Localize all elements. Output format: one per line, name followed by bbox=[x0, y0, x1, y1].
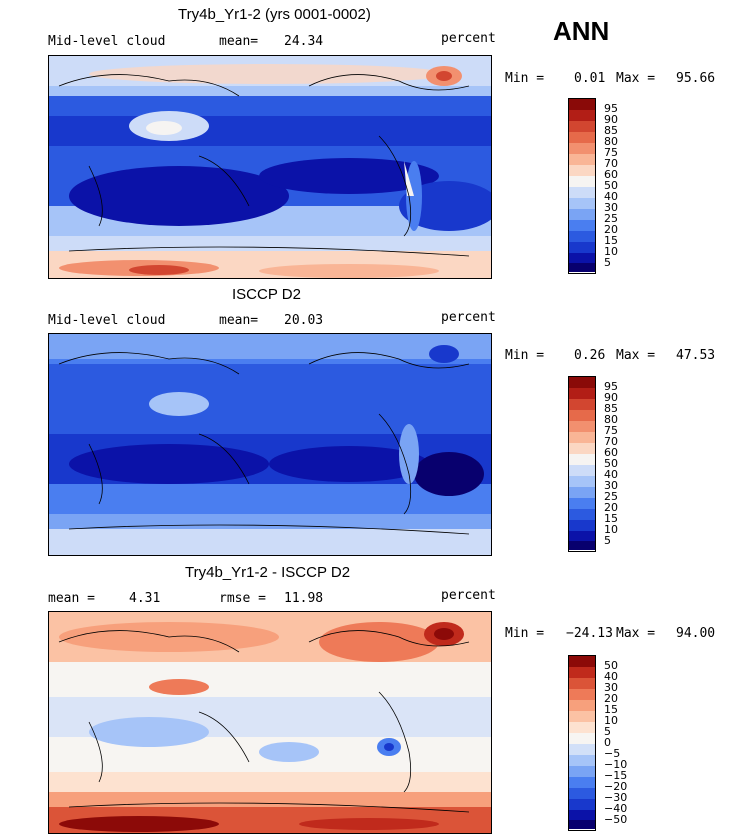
panel1-title: Try4b_Yr1-2 (yrs 0001-0002) bbox=[178, 6, 371, 23]
panel2-max-value: 47.53 bbox=[676, 348, 716, 363]
panel3-mean-value: 4.31 bbox=[129, 591, 161, 606]
panel3-mean-label: mean = bbox=[48, 591, 95, 606]
panel1-max-label: Max = bbox=[616, 71, 656, 86]
colorbar-tick: 80 bbox=[604, 413, 618, 426]
colorbar-tick: 75 bbox=[604, 146, 618, 159]
colorbar-tick: 80 bbox=[604, 135, 618, 148]
panel1-min-label: Min = bbox=[505, 71, 545, 86]
colorbar-tick: −50 bbox=[604, 813, 628, 826]
panel2-colorbar bbox=[568, 376, 596, 552]
panel1-units: percent bbox=[441, 31, 496, 46]
colorbar-tick: −40 bbox=[604, 802, 628, 815]
colorbar-tick: 40 bbox=[604, 468, 618, 481]
colorbar-tick: 20 bbox=[604, 501, 618, 514]
colorbar-tick: 90 bbox=[604, 391, 618, 404]
panel1-mean-label: mean= bbox=[219, 34, 259, 49]
colorbar-tick: 60 bbox=[604, 446, 618, 459]
colorbar-tick: 95 bbox=[604, 380, 618, 393]
panel2-min-value: 0.26 bbox=[574, 348, 606, 363]
colorbar-tick: 5 bbox=[604, 256, 611, 269]
colorbar-tick: 85 bbox=[604, 402, 618, 415]
colorbar-tick: 50 bbox=[604, 659, 618, 672]
colorbar-tick: 10 bbox=[604, 523, 618, 536]
colorbar-tick: 5 bbox=[604, 725, 611, 738]
colorbar-tick: 95 bbox=[604, 102, 618, 115]
colorbar-tick: 30 bbox=[604, 479, 618, 492]
colorbar-tick: −10 bbox=[604, 758, 628, 771]
panel3-colorbar bbox=[568, 655, 596, 831]
panel3-title: Try4b_Yr1-2 - ISCCP D2 bbox=[185, 564, 351, 581]
panel3-min-label: Min = bbox=[505, 626, 545, 641]
panel3-map bbox=[48, 611, 492, 834]
colorbar-tick: 20 bbox=[604, 223, 618, 236]
panel3-rmse-value: 11.98 bbox=[284, 591, 324, 606]
panel2-max-label: Max = bbox=[616, 348, 656, 363]
colorbar-tick: −30 bbox=[604, 791, 628, 804]
colorbar-tick: 0 bbox=[604, 736, 611, 749]
colorbar-tick: 10 bbox=[604, 245, 618, 258]
colorbar-tick: 40 bbox=[604, 190, 618, 203]
panel2-variable: Mid-level cloud bbox=[48, 313, 166, 328]
panel1-mean-value: 24.34 bbox=[284, 34, 324, 49]
panel2-title: ISCCP D2 bbox=[232, 286, 301, 303]
colorbar-tick: 15 bbox=[604, 234, 618, 247]
colorbar-tick: 25 bbox=[604, 212, 618, 225]
colorbar-tick: 85 bbox=[604, 124, 618, 137]
colorbar-tick: 10 bbox=[604, 714, 618, 727]
panel3-units: percent bbox=[441, 588, 496, 603]
panel2-units: percent bbox=[441, 310, 496, 325]
colorbar-tick: 75 bbox=[604, 424, 618, 437]
colorbar-tick: 40 bbox=[604, 670, 618, 683]
panel2-mean-label: mean= bbox=[219, 313, 259, 328]
panel1-min-value: 0.01 bbox=[574, 71, 606, 86]
colorbar-tick: 70 bbox=[604, 157, 618, 170]
panel1-max-value: 95.66 bbox=[676, 71, 716, 86]
colorbar-tick: 5 bbox=[604, 534, 611, 547]
panel3-max-value: 94.00 bbox=[676, 626, 716, 641]
panel2-min-label: Min = bbox=[505, 348, 545, 363]
colorbar-tick: −20 bbox=[604, 780, 628, 793]
panel1-map bbox=[48, 55, 492, 279]
panel3-rmse-label: rmse = bbox=[219, 591, 266, 606]
colorbar-tick: 70 bbox=[604, 435, 618, 448]
colorbar-tick: 30 bbox=[604, 681, 618, 694]
colorbar-tick: −15 bbox=[604, 769, 628, 782]
panel2-mean-value: 20.03 bbox=[284, 313, 324, 328]
colorbar-tick: 90 bbox=[604, 113, 618, 126]
panel1-variable: Mid-level cloud bbox=[48, 34, 166, 49]
season-label: ANN bbox=[553, 16, 610, 46]
colorbar-tick: 50 bbox=[604, 457, 618, 470]
colorbar-tick: 20 bbox=[604, 692, 618, 705]
colorbar-tick: 15 bbox=[604, 512, 618, 525]
colorbar-tick: 60 bbox=[604, 168, 618, 181]
panel1-colorbar bbox=[568, 98, 596, 274]
colorbar-tick: −5 bbox=[604, 747, 621, 760]
panel3-min-value: −24.13 bbox=[566, 626, 613, 641]
panel3-max-label: Max = bbox=[616, 626, 656, 641]
colorbar-tick: 25 bbox=[604, 490, 618, 503]
colorbar-tick: 50 bbox=[604, 179, 618, 192]
panel2-map bbox=[48, 333, 492, 556]
colorbar-tick: 15 bbox=[604, 703, 618, 716]
colorbar-tick: 30 bbox=[604, 201, 618, 214]
